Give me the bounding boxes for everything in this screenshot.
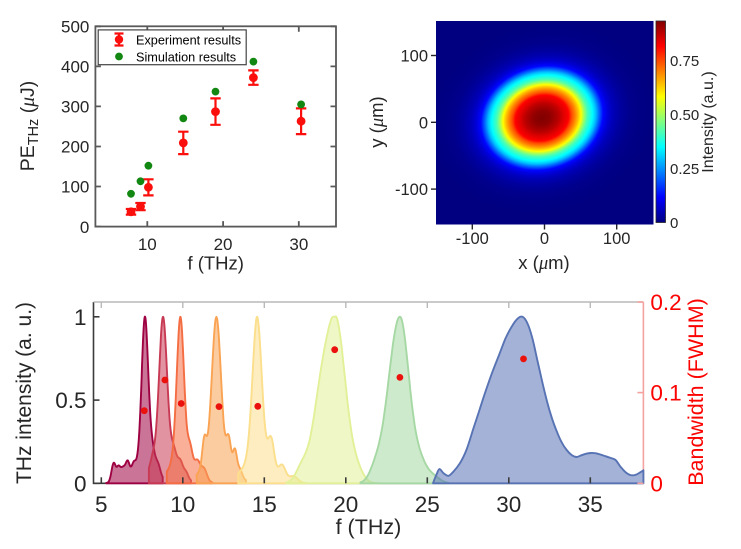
svg-text:f (THz): f (THz) <box>187 253 244 274</box>
svg-text:PETHz (μJ): PETHz (μJ) <box>17 81 42 172</box>
svg-text:0.5: 0.5 <box>55 388 86 413</box>
svg-text:0: 0 <box>540 230 549 248</box>
svg-text:0.50: 0.50 <box>670 107 699 124</box>
svg-text:f (THz): f (THz) <box>336 515 402 539</box>
svg-text:10: 10 <box>170 492 195 517</box>
svg-text:0: 0 <box>670 215 678 232</box>
svg-text:35: 35 <box>578 492 603 517</box>
svg-text:0.2: 0.2 <box>650 290 681 315</box>
svg-text:10: 10 <box>138 235 157 254</box>
svg-text:0.75: 0.75 <box>670 53 699 70</box>
svg-text:500: 500 <box>61 18 89 37</box>
svg-text:-100: -100 <box>395 181 428 199</box>
svg-text:-100: -100 <box>456 230 489 248</box>
svg-text:y (μm): y (μm) <box>366 96 388 147</box>
svg-text:5: 5 <box>95 492 108 517</box>
svg-text:Simulation results: Simulation results <box>136 50 236 64</box>
svg-text:x (μm): x (μm) <box>518 252 569 274</box>
svg-text:Experiment results: Experiment results <box>136 33 241 47</box>
svg-text:1: 1 <box>74 305 87 330</box>
svg-text:100: 100 <box>400 48 428 66</box>
svg-text:THz intensity (a. u.): THz intensity (a. u.) <box>13 302 36 484</box>
svg-text:15: 15 <box>252 492 277 517</box>
svg-text:300: 300 <box>61 98 89 117</box>
svg-text:0.25: 0.25 <box>670 161 699 178</box>
svg-text:30: 30 <box>496 492 521 517</box>
svg-text:100: 100 <box>603 230 631 248</box>
svg-text:Intensity (a.u.): Intensity (a.u.) <box>700 71 717 172</box>
svg-text:20: 20 <box>214 235 233 254</box>
svg-text:20: 20 <box>333 492 358 517</box>
svg-text:0.1: 0.1 <box>650 381 681 406</box>
svg-text:100: 100 <box>61 178 89 197</box>
svg-text:25: 25 <box>415 492 440 517</box>
svg-text:200: 200 <box>61 138 89 157</box>
svg-text:0: 0 <box>80 218 89 237</box>
svg-text:0: 0 <box>650 471 663 496</box>
svg-text:Bandwidth (FWHM): Bandwidth (FWHM) <box>684 298 708 486</box>
svg-text:0: 0 <box>74 471 87 496</box>
svg-text:0: 0 <box>419 114 428 132</box>
svg-text:30: 30 <box>289 235 308 254</box>
svg-text:400: 400 <box>61 58 89 77</box>
